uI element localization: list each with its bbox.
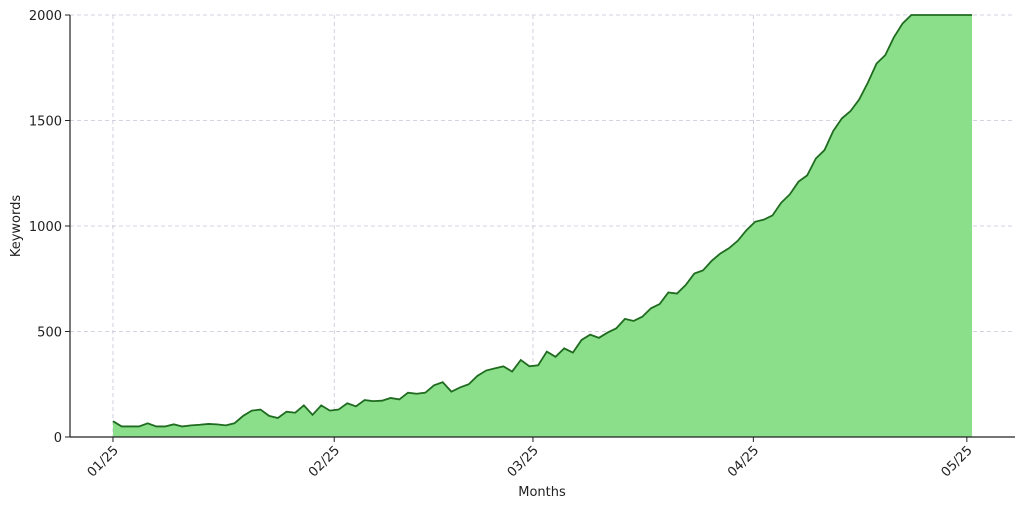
y-tick-label: 1500 — [29, 115, 62, 130]
x-tick-label: 02/25 — [306, 443, 343, 480]
area-line — [112, 14, 973, 428]
y-axis-label: Keywords — [9, 195, 24, 258]
x-tick-label: 04/25 — [725, 443, 762, 480]
x-axis-label: Months — [518, 485, 566, 500]
x-tick-label: 03/25 — [505, 443, 542, 480]
y-tick-label: 1000 — [29, 220, 62, 235]
area-fill — [112, 15, 973, 437]
x-tick-label: 05/25 — [939, 443, 976, 480]
y-tick-label: 0 — [54, 431, 62, 446]
y-tick-label: 2000 — [29, 9, 62, 24]
x-tick-label: 01/25 — [85, 443, 122, 480]
y-tick-label: 500 — [37, 326, 62, 341]
